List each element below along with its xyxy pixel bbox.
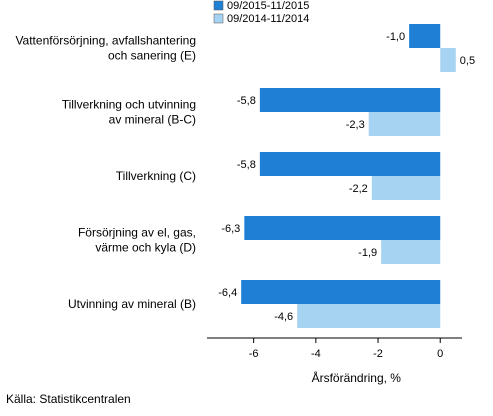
bar [440, 48, 456, 72]
bar [244, 216, 441, 240]
category-label: Tillverkning (C) [116, 169, 196, 183]
legend-label: 09/2015-11/2015 [227, 0, 309, 12]
data-label: -1,0 [386, 31, 405, 43]
category-label: Utvinning av mineral (B) [68, 297, 196, 311]
bar [381, 240, 441, 264]
bar [409, 24, 441, 48]
data-label: -2,3 [346, 119, 365, 131]
x-axis: -6 -4 -2 0 [207, 337, 462, 360]
bar [259, 152, 441, 176]
data-label: -6,3 [221, 223, 240, 235]
data-label: -4,6 [274, 311, 293, 323]
data-label: 0,5 [460, 55, 475, 67]
data-label: -1,9 [358, 247, 377, 259]
bar [297, 304, 441, 328]
bar [241, 280, 441, 304]
data-label: -5,8 [237, 159, 256, 171]
category-label: av mineral (B-C) [109, 113, 196, 127]
tick-label: -4 [311, 348, 321, 360]
category-label: värme och kyla (D) [95, 241, 196, 255]
value-labels: -1,0 0,5 -5,8 -2,3 -5,8 -2,2 -6,3 -1,9 -6,4 -4,6 [218, 31, 475, 323]
legend-label: 09/2014-11/2014 [227, 13, 309, 25]
category-label: Vattenförsörjning, avfallshantering [15, 34, 196, 48]
data-label: -2,2 [349, 183, 368, 195]
bar [371, 176, 441, 200]
tick-label: -2 [373, 348, 383, 360]
source-note: Källa: Statistikcentralen [6, 392, 131, 406]
bars [241, 24, 456, 328]
data-label: -5,8 [237, 95, 256, 107]
legend-swatch [213, 0, 224, 11]
tick-label: -6 [249, 348, 259, 360]
legend-swatch [213, 13, 224, 24]
bar [259, 88, 441, 112]
category-label: Tillverkning och utvinning [62, 98, 196, 112]
tick-label: 0 [437, 348, 443, 360]
category-label: Försörjning av el, gas, [78, 226, 196, 240]
x-axis-title: Årsförändring, % [312, 370, 402, 385]
bar [368, 112, 441, 136]
data-label: -6,4 [218, 287, 237, 299]
category-label: och sanering (E) [108, 49, 196, 63]
